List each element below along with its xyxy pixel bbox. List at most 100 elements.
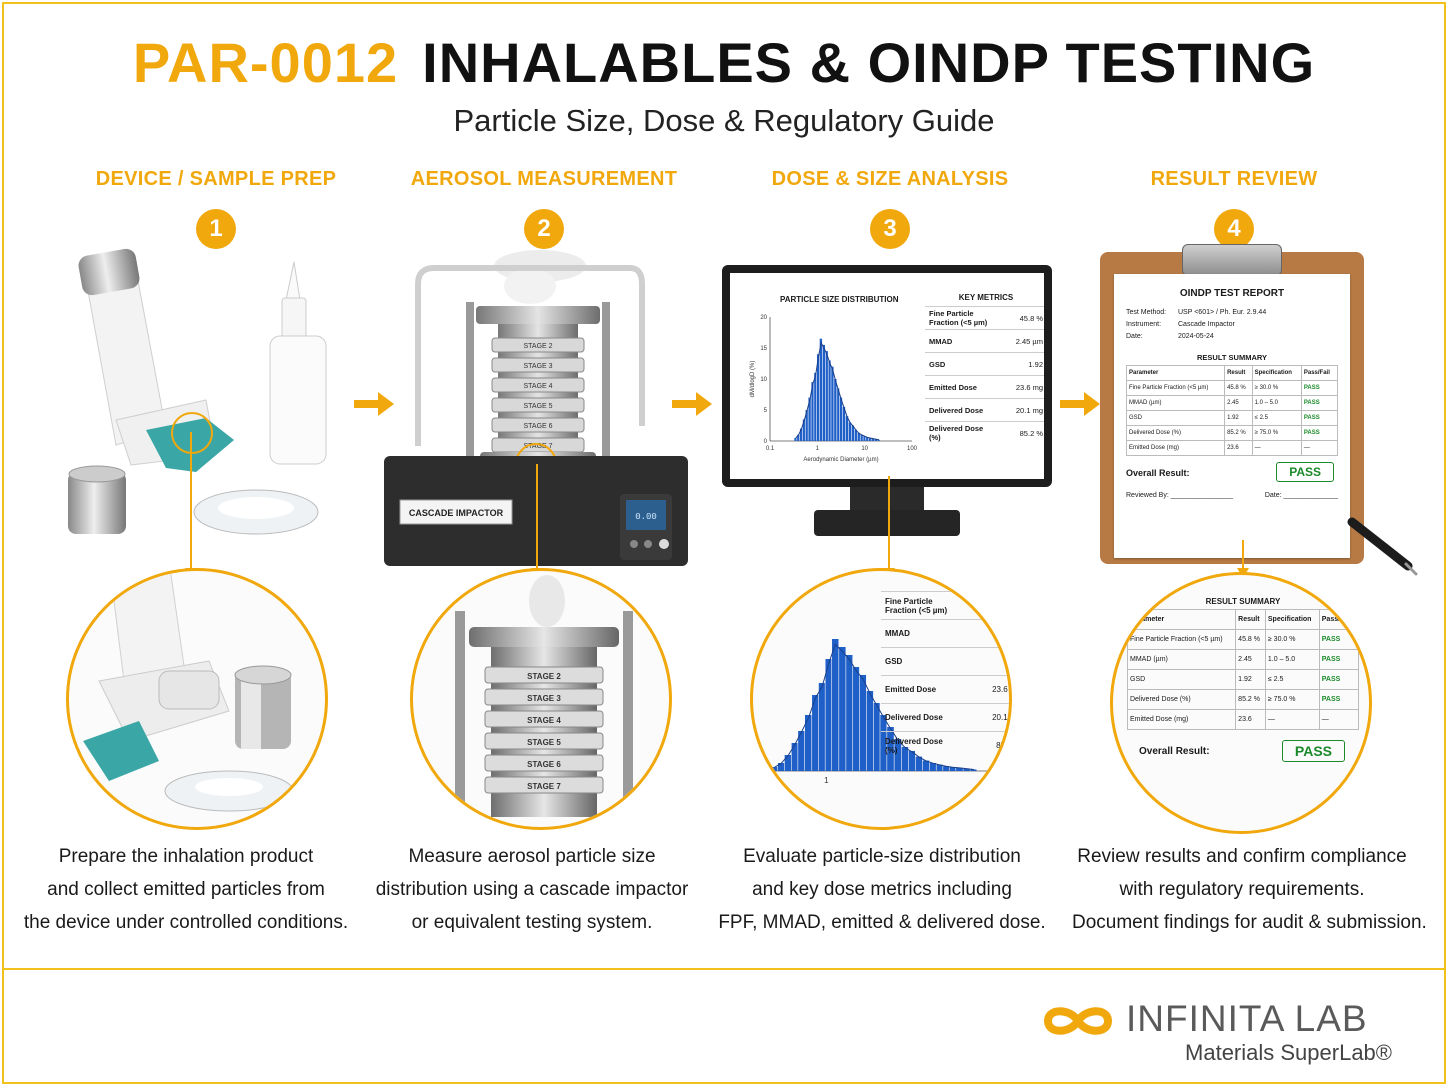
impactor-display: 0.00 — [635, 512, 657, 522]
chart-bar — [791, 743, 798, 771]
chart-bar — [799, 428, 803, 441]
chart-bar — [797, 434, 800, 441]
table-cell: Delivered Dose (%) — [1126, 689, 1237, 710]
table-row: Emitted Dose (mg) 23.6— — — [1125, 440, 1339, 456]
table-row: Emitted Dose (mg) 23.6— — — [1126, 709, 1360, 730]
table-cell: 1.0 – 5.0 — [1251, 395, 1302, 411]
chart-bar — [880, 715, 887, 771]
description-line: Prepare the inhalation product — [58, 846, 314, 867]
metric-row: GSD 1.92 — [925, 352, 1044, 375]
report-meta-value: Cascade Impactor — [1178, 321, 1235, 328]
test-report: OINDP TEST REPORT Test Method: USP <601> … — [1114, 274, 1350, 558]
particle-size-chart: 0 5 10 15 20 0.1 1 10 100 Aerodynamic Diameter (µ… — [750, 315, 918, 463]
pass-badge: PASS — [1281, 740, 1345, 762]
description-line: distribution using a cascade impactor — [375, 879, 689, 900]
chart-bar — [777, 763, 785, 771]
zoom-metrics-panel: Fine Particle Fraction (<5 µm) 45.8 % MMA… — [881, 591, 1012, 759]
chart-bar — [808, 397, 811, 441]
table-header: Result — [1235, 609, 1266, 630]
table-header-row: Parameter Result Specification Pass/Fail — [1126, 609, 1360, 630]
clipboard-clip — [1182, 244, 1282, 276]
table-cell: GSD — [1125, 410, 1226, 426]
impactor-label: CASCADE IMPACTOR — [409, 508, 504, 518]
metric-label: Delivered Dose (%) — [885, 736, 943, 755]
step-1-header: DEVICE / SAMPLE PREP 1 — [46, 168, 386, 249]
chart-bar — [894, 739, 902, 771]
table-header: Pass/Fail — [1318, 609, 1360, 630]
chart-bar — [873, 703, 880, 771]
chart-bar — [848, 422, 852, 441]
arrow-right-icon — [672, 392, 712, 416]
table-cell: ≥ 30.0 % — [1251, 380, 1302, 396]
table-cell: 2.45 — [1224, 395, 1253, 411]
pass-badge: PASS — [1276, 462, 1334, 482]
chart-bar — [811, 382, 814, 441]
stage-label: STAGE 3 — [523, 363, 552, 370]
monitor-stand — [850, 487, 924, 513]
report-title: OINDP TEST REPORT — [1179, 288, 1285, 299]
table-cell: MMAD (µm) — [1125, 395, 1226, 411]
chart-bar — [802, 419, 805, 441]
chart-bar — [949, 767, 956, 771]
step-1-number: 1 — [196, 209, 236, 249]
metric-value: 2.45 µm — [1015, 336, 1043, 346]
zoom-result-summary: RESULT SUMMARY Parameter Result Specific… — [1126, 597, 1360, 762]
impactor-stage-labels: STAGE 2 STAGE 3 STAGE 4 STAGE 5 STAGE 6 … — [491, 337, 585, 453]
table-row: GSD 1.92 ≤ 2.5 PASS — [1125, 410, 1339, 426]
zoom-distribution-chart: 1 — [753, 639, 1009, 785]
overall-result-label: Overall Result: — [1126, 468, 1190, 478]
table-cell: — — [1264, 709, 1320, 730]
table-cell: ≥ 30.0 % — [1264, 629, 1320, 650]
chart-bar — [877, 439, 880, 441]
report-meta-row: Test Method: USP <601> / Ph. Eur. 2.9.44 — [1126, 307, 1338, 319]
key-metrics-title: KEY METRICS — [958, 293, 1014, 302]
result-summary-title: RESULT SUMMARY — [1205, 597, 1281, 606]
chart-bar — [936, 764, 943, 771]
chart-bar — [853, 667, 860, 771]
step-1-zoom-circle — [66, 568, 328, 830]
chart-bar — [859, 675, 867, 771]
chart-bar — [842, 406, 846, 441]
table-cell: 23.6 — [1224, 440, 1253, 456]
zoom-result-table: Parameter Result Specification Pass/Fail… — [1126, 609, 1360, 730]
chart-title: PARTICLE SIZE DISTRIBUTION — [780, 295, 899, 304]
metric-label: MMAD — [929, 336, 953, 346]
chart-bar — [863, 436, 866, 441]
table-cell: PASS — [1318, 689, 1360, 710]
connector-line — [185, 432, 197, 578]
key-metrics-panel: KEY METRICS Fine Particle Fraction (<5 µ… — [925, 293, 1044, 444]
table-cell: — — [1318, 709, 1360, 730]
chart-bar — [805, 410, 808, 441]
table-row: Delivered Dose (%) 85.2 % ≥ 75.0 % PASS — [1125, 425, 1339, 441]
chart-bar — [943, 766, 949, 771]
chart-bar — [963, 768, 970, 771]
step-3-zoom-circle: 1 Fine Particle Fraction (<5 µm) 45.8 % M… — [750, 568, 1012, 830]
fit-curve-line — [774, 643, 974, 770]
table-row: MMAD (µm) 2.45 1.0 – 5.0 PASS — [1125, 395, 1339, 411]
chart-bar — [857, 432, 860, 441]
chart-bar — [816, 354, 820, 441]
description-line: and key dose metrics including — [752, 879, 1012, 900]
chart-bar — [908, 751, 916, 771]
table-row: Fine Particle Fraction (<5 µm) 45.8 % ≥ 30… — [1126, 629, 1360, 650]
table-cell: ≤ 2.5 — [1251, 410, 1302, 426]
connector-line — [883, 476, 895, 578]
metric-value: 45.8 % — [1019, 313, 1043, 323]
chart-bar — [866, 691, 874, 771]
metric-row: Emitted Dose 23.6 mg — [925, 375, 1044, 398]
chart-bar — [812, 695, 819, 771]
chart-bar — [834, 379, 837, 441]
chart-bar — [851, 425, 855, 441]
metric-value: 23.6 mg — [1015, 382, 1043, 392]
table-cell: 2.45 — [1235, 649, 1266, 670]
metric-value: 20.1 mg — [992, 713, 1009, 722]
metric-value: 85.2 % — [996, 741, 1012, 750]
metric-label: Delivered Dose — [885, 713, 943, 722]
cascade-impactor-illustration: STAGE 2 STAGE 3 STAGE 4 STAGE 5 STAGE 6 … — [384, 250, 688, 566]
step-2-number: 2 — [524, 209, 564, 249]
stage-label: STAGE 7 — [523, 443, 552, 450]
chart-bar — [771, 767, 778, 771]
chart-bar — [798, 731, 805, 771]
table-cell: 85.2 % — [1224, 425, 1253, 441]
table-header: Specification — [1251, 365, 1302, 381]
